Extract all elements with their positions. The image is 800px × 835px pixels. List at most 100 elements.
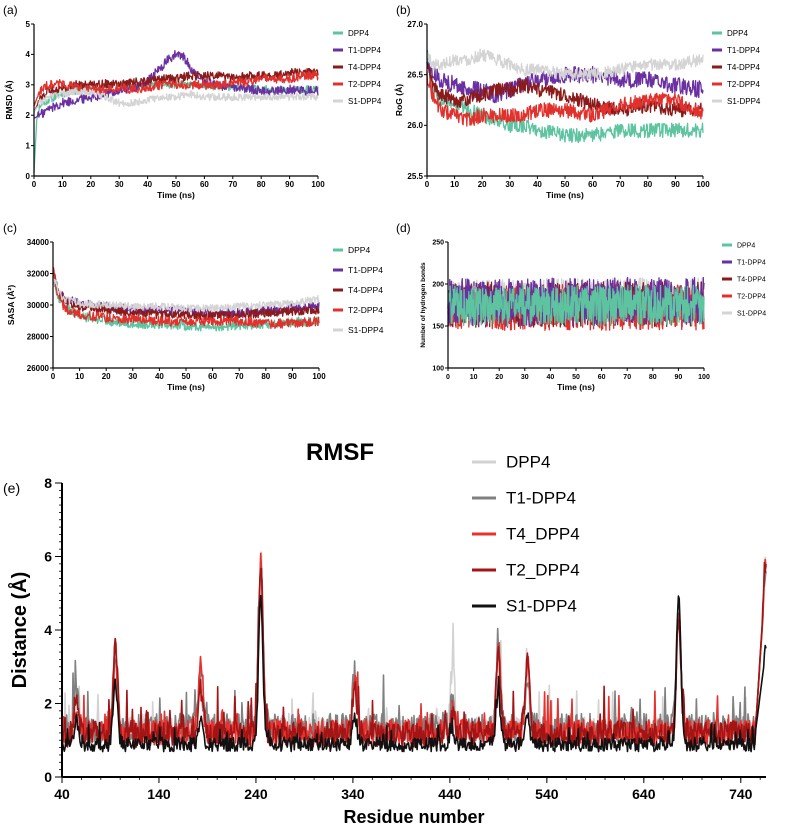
legend-label: T4-DPP4	[737, 276, 766, 283]
y-tick-label: 5	[26, 20, 31, 29]
y-tick-label: 26.0	[407, 121, 423, 130]
legend: DPP4 T1-DPP4 T4-DPP4 T2-DPP4 S1-DPP4	[333, 29, 382, 106]
x-axis-label: Residue number	[343, 807, 484, 827]
legend-label: DPP4	[506, 452, 550, 471]
legend: DPP4 T1-DPP4 T4-DPP4 T2-DPP4 S1-DPP4	[722, 242, 766, 317]
y-tick-label: 250	[432, 239, 444, 246]
legend-label: S1-DPP4	[737, 310, 766, 317]
series-line	[52, 276, 320, 332]
x-axis-label: Time (ns)	[546, 190, 584, 200]
x-tick-label: 30	[115, 180, 124, 189]
y-tick-label: 4	[26, 50, 31, 59]
x-tick-label: 70	[228, 180, 237, 189]
x-tick-label: 100	[312, 372, 326, 381]
series-line	[61, 561, 767, 748]
x-tick-label: 50	[182, 372, 191, 381]
legend-label: S1-DPP4	[506, 596, 577, 615]
series-line	[426, 61, 704, 118]
y-tick-label: 27.0	[407, 20, 423, 29]
x-tick-label: 60	[588, 180, 597, 189]
x-tick-label: 70	[616, 180, 625, 189]
y-tick-label: 32000	[27, 269, 50, 278]
y-tick-label: 30000	[27, 301, 50, 310]
legend: DPP4 T1-DPP4 T4_DPP4 T2_DPP4 S1-DPP4	[472, 452, 580, 615]
x-tick-label: 80	[649, 374, 657, 381]
chart-panel-1: (a) 0 10 20 30 40 50 60 70 80 90 100 0 1 2 3 4 5 Time (ns)…	[3, 3, 382, 200]
x-tick-label: 40	[155, 372, 164, 381]
x-tick-label: 60	[598, 374, 606, 381]
x-tick-label: 50	[172, 180, 181, 189]
x-tick-label: 50	[572, 374, 580, 381]
x-tick-label: 80	[261, 372, 270, 381]
series-line	[426, 48, 704, 82]
legend-label: T1-DPP4	[506, 488, 576, 507]
series-group	[52, 267, 320, 332]
legend-label: T1-DPP4	[348, 265, 383, 275]
legend-label: T4-DPP4	[348, 63, 381, 72]
y-tick-label: 34000	[27, 238, 50, 247]
x-tick-label: 0	[32, 180, 37, 189]
x-tick-label: 140	[147, 786, 171, 802]
x-tick-label: 90	[671, 180, 680, 189]
legend-label: T2-DPP4	[348, 80, 381, 89]
x-tick-label: 240	[244, 786, 268, 802]
panel-tag: (b)	[396, 3, 411, 17]
series-line	[426, 72, 704, 127]
x-tick-label: 100	[698, 374, 710, 381]
panel-tag: (c)	[3, 221, 17, 235]
series-line	[33, 50, 319, 119]
y-tick-label: 26.5	[407, 70, 423, 79]
x-axis-label: Time (ns)	[167, 382, 205, 392]
series-line	[61, 563, 767, 744]
x-tick-label: 10	[450, 180, 459, 189]
x-tick-label: 30	[128, 372, 137, 381]
y-tick-label: 25.5	[407, 172, 423, 181]
x-tick-label: 340	[341, 786, 365, 802]
x-tick-label: 100	[696, 180, 710, 189]
legend-label: T4-DPP4	[348, 285, 383, 295]
y-axis-label: Distance (Å)	[7, 572, 31, 689]
y-axis-label: SASA (Å²)	[6, 285, 16, 325]
legend-label: T1-DPP4	[348, 46, 381, 55]
panel-tag: (e)	[3, 480, 20, 496]
x-tick-label: 20	[102, 372, 111, 381]
series-line	[52, 278, 320, 313]
x-tick-label: 40	[143, 180, 152, 189]
x-tick-label: 50	[561, 180, 570, 189]
chart-panel-5: (e) 40 140 240 340 440 540 640 740 0 2 4 6 8 Residue n…	[3, 439, 767, 827]
x-axis-label: Time (ns)	[557, 382, 595, 392]
x-tick-label: 90	[675, 374, 683, 381]
x-tick-label: 20	[86, 180, 95, 189]
x-tick-label: 640	[632, 786, 656, 802]
x-tick-label: 20	[495, 374, 503, 381]
legend-label: DPP4	[348, 245, 370, 255]
y-tick-label: 28000	[27, 332, 50, 341]
series-line	[447, 284, 705, 327]
legend-label: T2-DPP4	[727, 80, 760, 89]
y-tick-label: 2	[26, 111, 31, 120]
x-tick-label: 60	[208, 372, 217, 381]
y-tick-label: 6	[44, 548, 52, 564]
legend: DPP4 T1-DPP4 T4-DPP4 T2-DPP4 S1-DPP4	[712, 29, 761, 106]
chart-panel-3: (c) 0 10 20 30 40 50 60 70 80 90 100 26000 28000 30000…	[3, 221, 384, 392]
legend-label: T2-DPP4	[348, 305, 383, 315]
series-group	[61, 551, 767, 753]
legend-label: DPP4	[727, 29, 748, 38]
y-tick-label: 26000	[27, 364, 50, 373]
x-tick-label: 30	[521, 374, 529, 381]
chart-title: RMSF	[306, 439, 374, 466]
y-tick-label: 150	[432, 323, 444, 330]
legend-label: S1-DPP4	[348, 325, 384, 335]
panel-tag: (a)	[3, 3, 18, 17]
legend-label: T2_DPP4	[506, 560, 580, 579]
y-tick-label: 2	[44, 695, 52, 711]
x-tick-label: 10	[58, 180, 67, 189]
x-tick-label: 740	[729, 786, 753, 802]
x-tick-label: 30	[505, 180, 514, 189]
y-tick-label: 3	[26, 81, 31, 90]
x-tick-label: 10	[470, 374, 478, 381]
legend-label: S1-DPP4	[348, 97, 382, 106]
series-line	[61, 594, 767, 753]
y-tick-label: 1	[26, 141, 31, 150]
